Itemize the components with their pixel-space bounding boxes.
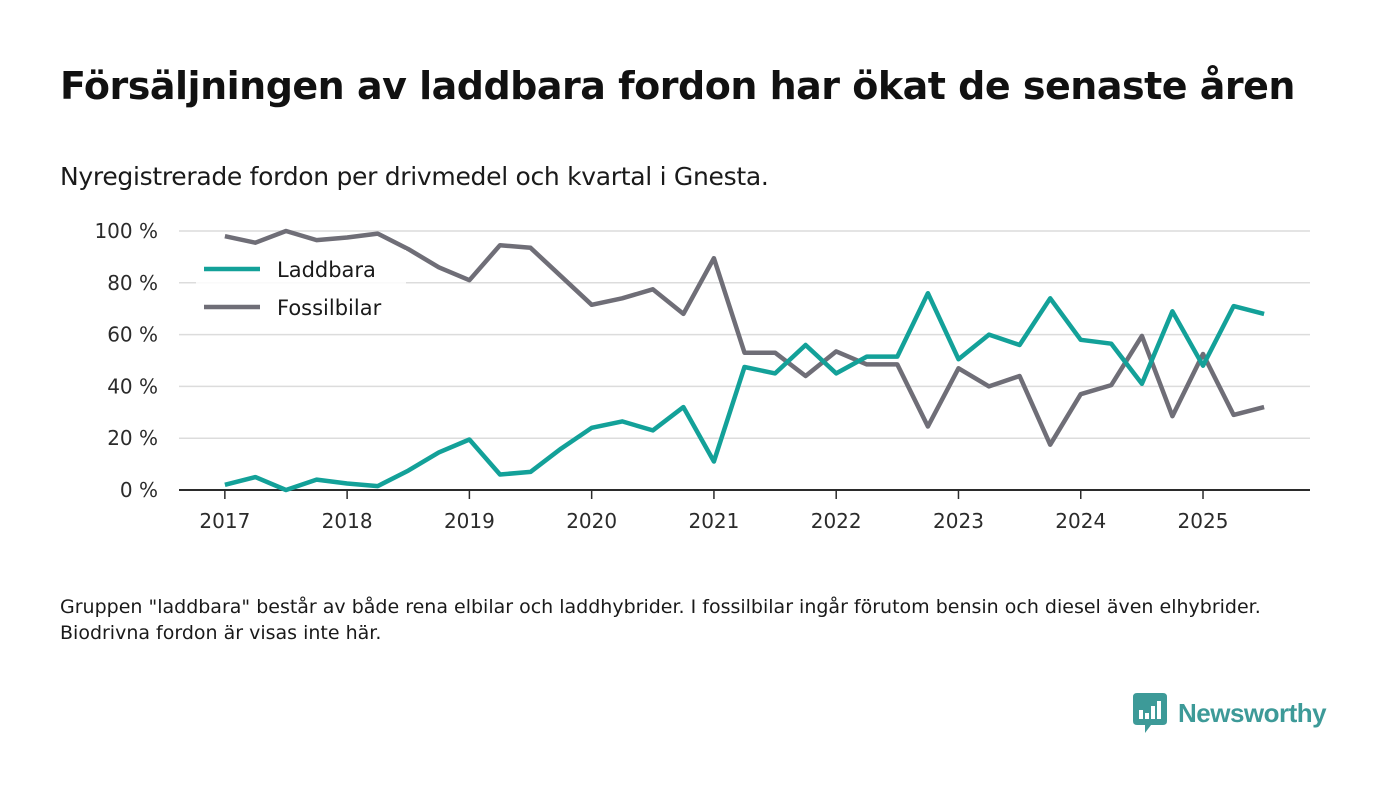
legend-label: Laddbara bbox=[277, 258, 376, 282]
x-tick-label: 2025 bbox=[1178, 509, 1229, 533]
series-line-fossilbilar bbox=[224, 228, 1265, 447]
y-tick-label: 40 % bbox=[107, 374, 158, 398]
x-tick-label: 2018 bbox=[322, 509, 373, 533]
x-tick-label: 2020 bbox=[566, 509, 617, 533]
chart-title: Försäljningen av laddbara fordon har öka… bbox=[60, 64, 1295, 108]
y-tick-label: 100 % bbox=[94, 219, 158, 243]
x-tick-label: 2022 bbox=[811, 509, 862, 533]
series-line-laddbara bbox=[224, 290, 1265, 493]
brand-name: Newsworthy bbox=[1178, 697, 1327, 728]
y-tick-label: 20 % bbox=[107, 426, 158, 450]
y-tick-label: 0 % bbox=[120, 478, 158, 502]
legend-background bbox=[196, 250, 406, 326]
legend-label: Fossilbilar bbox=[277, 296, 382, 320]
y-tick-label: 60 % bbox=[107, 323, 158, 347]
x-tick-label: 2023 bbox=[933, 509, 984, 533]
brand-logo[interactable]: Newsworthy bbox=[1133, 692, 1327, 734]
x-tick-label: 2021 bbox=[688, 509, 739, 533]
chart-subtitle: Nyregistrerade fordon per drivmedel och … bbox=[60, 162, 769, 191]
line-chart: 0 % 20 % 40 % 60 % 80 % 100 % 2017 2018 2019 202… bbox=[94, 219, 1310, 533]
x-tick-label: 2019 bbox=[444, 509, 495, 533]
legend: Laddbara Fossilbilar bbox=[196, 250, 406, 326]
y-tick-label: 80 % bbox=[107, 271, 158, 295]
x-tick-label: 2024 bbox=[1055, 509, 1106, 533]
x-tick-label: 2017 bbox=[199, 509, 250, 533]
newsworthy-logo-icon bbox=[1133, 693, 1167, 733]
y-axis-ticks: 0 % 20 % 40 % 60 % 80 % 100 % bbox=[94, 219, 158, 502]
x-axis-ticks: 2017 2018 2019 2020 2021 2022 2023 2024 2025 bbox=[179, 489, 1310, 533]
series-lines bbox=[224, 228, 1265, 493]
footnote: Gruppen "laddbara" består av både rena e… bbox=[60, 596, 1261, 644]
